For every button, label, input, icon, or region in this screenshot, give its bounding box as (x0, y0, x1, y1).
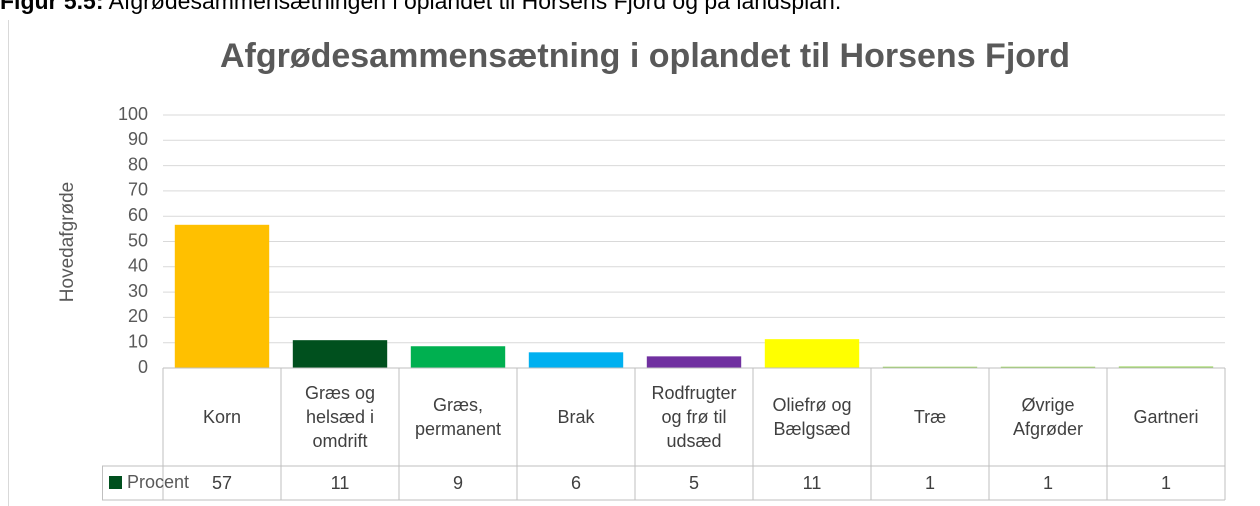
bar (1118, 366, 1214, 368)
table-value: 1 (1042, 472, 1053, 493)
category-label: Græs, permanent (414, 395, 502, 439)
legend-label: Procent (127, 472, 189, 492)
y-axis-label: Hovedafgrøde (57, 182, 78, 302)
category-label: Træ (913, 407, 947, 427)
legend-key (109, 476, 122, 489)
bar (882, 366, 978, 368)
y-tick-label: 90 (128, 129, 148, 149)
y-tick-label: 100 (118, 104, 148, 124)
bar (764, 339, 860, 368)
category-label: Gartneri (1133, 407, 1199, 427)
y-tick-label: 40 (128, 256, 148, 276)
table-value: 1 (1160, 472, 1171, 493)
category-label: Korn (202, 407, 242, 427)
y-tick-label: 70 (128, 180, 148, 200)
y-tick-label: 0 (138, 357, 148, 377)
y-tick-label: 80 (128, 154, 148, 174)
y-tick-label: 30 (128, 281, 148, 301)
table-value: 6 (570, 472, 581, 493)
category-label: Rodfrugter og frø til udsæd (651, 383, 737, 451)
bar (174, 224, 270, 368)
category-label: Oliefrø og Bælgsæd (772, 395, 852, 439)
chart-title: Afgrødesammensætning i oplandet til Hors… (220, 37, 1070, 75)
y-tick-label: 10 (128, 331, 148, 351)
table-value: 57 (211, 472, 233, 493)
table-value: 5 (688, 472, 699, 493)
category-label: Græs og helsæd i omdrift (304, 383, 376, 451)
bar (1000, 366, 1096, 368)
bar (646, 356, 742, 368)
y-tick-label: 50 (128, 230, 148, 250)
category-label: Øvrige Afgrøder (1012, 395, 1084, 439)
bar (528, 352, 624, 368)
table-value: 9 (452, 472, 463, 493)
category-label: Brak (557, 407, 595, 427)
table-value: 1 (924, 472, 935, 493)
y-tick-label: 20 (128, 306, 148, 326)
figure-caption: Figur 5.5: Afgrødesammensætningen i opla… (0, 0, 841, 15)
bar (410, 346, 506, 368)
table-value: 11 (802, 472, 822, 493)
caption-text: Afgrødesammensætningen i oplandet til Ho… (108, 0, 842, 14)
table-value: 11 (330, 472, 350, 493)
bar (292, 340, 388, 368)
y-tick-label: 60 (128, 205, 148, 225)
caption-label: Figur 5.5: (0, 0, 104, 14)
